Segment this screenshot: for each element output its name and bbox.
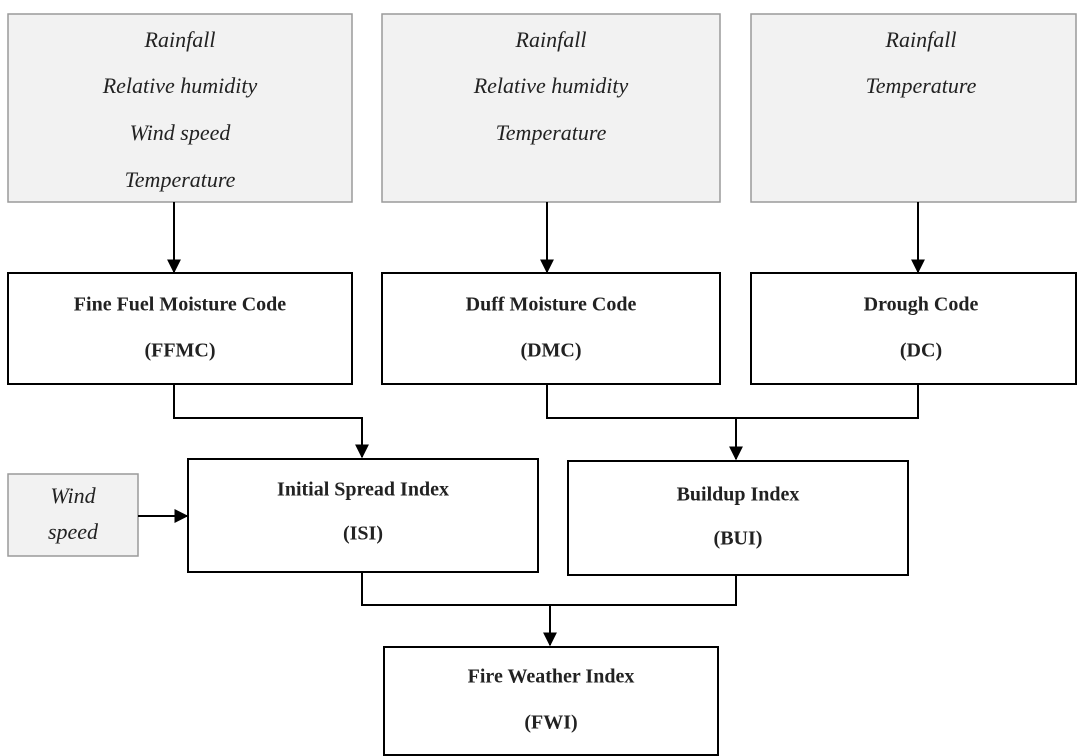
code-box	[750, 272, 1077, 385]
index-name: Initial Spread Index	[277, 479, 449, 501]
input-text: Wind speed	[130, 120, 232, 145]
input-text: Wind	[50, 483, 96, 508]
index-abbr: (ISI)	[343, 523, 383, 545]
input-box	[7, 13, 353, 203]
code-abbr: (FFMC)	[144, 340, 215, 362]
code-abbr: (DMC)	[520, 340, 581, 362]
code-box	[7, 272, 353, 385]
index-box	[187, 458, 539, 573]
code-name: Fine Fuel Moisture Code	[74, 294, 287, 316]
code-name: Duff Moisture Code	[466, 294, 637, 316]
connector	[173, 384, 369, 459]
input-text: Temperature	[496, 120, 607, 145]
input-text: Rainfall	[144, 27, 216, 52]
connector	[361, 572, 737, 606]
connector	[546, 384, 919, 419]
index-abbr: (BUI)	[714, 528, 763, 550]
code-abbr: (DC)	[900, 340, 942, 362]
input-box	[381, 13, 721, 203]
input-text: Rainfall	[515, 27, 587, 52]
code-name: Drough Code	[864, 294, 979, 316]
input-text: Temperature	[866, 73, 977, 98]
index-name: Fire Weather Index	[468, 666, 635, 688]
index-name: Buildup Index	[677, 484, 800, 506]
input-text: Rainfall	[885, 27, 957, 52]
index-box	[383, 646, 719, 756]
input-box	[7, 473, 139, 557]
input-box	[750, 13, 1077, 203]
input-text: Temperature	[125, 167, 236, 192]
input-text: Relative humidity	[102, 73, 258, 98]
index-abbr: (FWI)	[524, 712, 577, 734]
index-box	[567, 460, 909, 576]
input-text: Relative humidity	[473, 73, 629, 98]
code-box	[381, 272, 721, 385]
input-text: speed	[48, 519, 99, 544]
